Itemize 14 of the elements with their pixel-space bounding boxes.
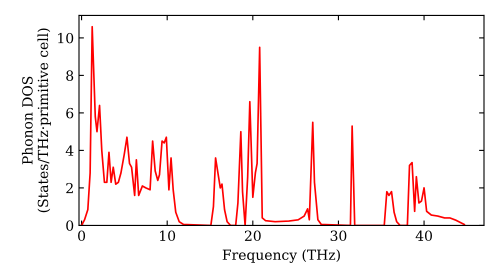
y-tick-label: 10 <box>58 32 74 44</box>
x-tick-label: 40 <box>416 230 432 242</box>
line-series <box>80 26 466 226</box>
y-axis-title: Phonon DOS (States/THz·primitive cell) <box>22 28 51 212</box>
x-tick-label: 20 <box>244 230 261 242</box>
y-tick-label: 2 <box>66 182 73 194</box>
x-tick-label: 30 <box>330 230 346 242</box>
x-axis-title: Frequency (THz) <box>222 249 340 263</box>
y-tick-label: 6 <box>66 108 74 118</box>
x-tick-label: 0 <box>78 230 86 242</box>
x-tick-label: 10 <box>160 230 176 242</box>
y-tick-label: 4 <box>66 145 74 156</box>
y-tick-label: 0 <box>66 220 74 231</box>
y-tick-label: 8 <box>66 70 74 81</box>
